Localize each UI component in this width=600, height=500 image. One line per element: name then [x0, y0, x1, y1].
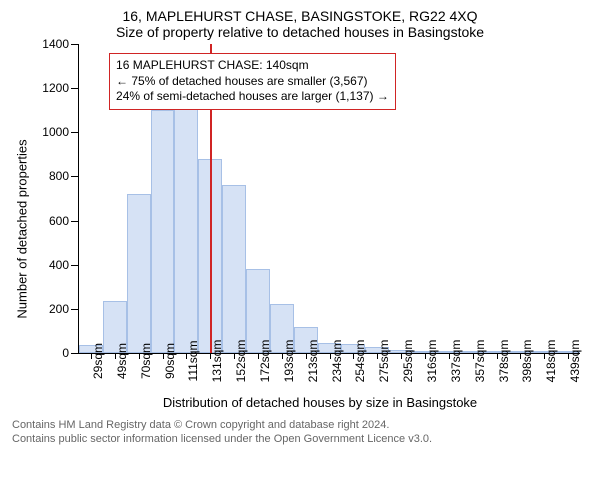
x-tick-label: 152sqm — [234, 340, 248, 383]
x-tick-label: 378sqm — [497, 340, 511, 383]
chart: Number of detached properties 0200400600… — [52, 44, 588, 414]
y-tick-label: 600 — [49, 214, 69, 228]
x-tick-label: 172sqm — [258, 340, 272, 383]
page-title: 16, MAPLEHURST CHASE, BASINGSTOKE, RG22 … — [12, 8, 588, 24]
footer: Contains HM Land Registry data © Crown c… — [12, 418, 588, 447]
x-tick-label: 193sqm — [282, 340, 296, 383]
y-tick — [71, 88, 79, 89]
bar — [174, 106, 198, 353]
y-axis-label: Number of detached properties — [15, 139, 30, 318]
x-tick-label: 213sqm — [306, 340, 320, 383]
x-tick-label: 111sqm — [186, 341, 200, 382]
x-axis-label: Distribution of detached houses by size … — [52, 395, 588, 410]
y-tick-label: 1000 — [42, 125, 69, 139]
x-tick-label: 439sqm — [568, 340, 582, 383]
x-tick-label: 295sqm — [401, 340, 415, 383]
x-tick-label: 90sqm — [163, 343, 177, 379]
footer-line-2: Contains public sector information licen… — [12, 432, 588, 446]
bar — [222, 185, 246, 353]
y-tick-label: 0 — [62, 346, 69, 360]
x-tick-label: 234sqm — [330, 340, 344, 383]
y-tick-label: 200 — [49, 302, 69, 316]
annotation-box: 16 MAPLEHURST CHASE: 140sqm← 75% of deta… — [109, 53, 396, 110]
y-tick — [71, 265, 79, 266]
y-tick — [71, 353, 79, 354]
y-tick-label: 800 — [49, 169, 69, 183]
y-tick-label: 1400 — [42, 37, 69, 51]
x-tick-label: 398sqm — [520, 340, 534, 383]
bar — [151, 110, 175, 353]
annotation-line: 16 MAPLEHURST CHASE: 140sqm — [116, 58, 389, 74]
x-tick-label: 70sqm — [139, 343, 153, 379]
annotation-line: 24% of semi-detached houses are larger (… — [116, 89, 389, 105]
y-tick — [71, 309, 79, 310]
x-tick-label: 357sqm — [473, 340, 487, 383]
footer-line-1: Contains HM Land Registry data © Crown c… — [12, 418, 588, 432]
x-tick-label: 316sqm — [425, 340, 439, 383]
y-tick — [71, 176, 79, 177]
plot-area: 020040060080010001200140016 MAPLEHURST C… — [78, 44, 580, 354]
y-tick-label: 1200 — [42, 81, 69, 95]
y-tick — [71, 132, 79, 133]
x-tick-label: 275sqm — [377, 340, 391, 383]
y-tick — [71, 221, 79, 222]
x-tick-label: 418sqm — [544, 340, 558, 383]
x-tick-label: 131sqm — [210, 340, 224, 383]
y-tick-label: 400 — [49, 258, 69, 272]
page: 16, MAPLEHURST CHASE, BASINGSTOKE, RG22 … — [0, 0, 600, 500]
y-tick — [71, 44, 79, 45]
x-tick-label: 49sqm — [115, 343, 129, 379]
annotation-line: ← 75% of detached houses are smaller (3,… — [116, 74, 389, 90]
x-tick-label: 254sqm — [353, 340, 367, 383]
page-subtitle: Size of property relative to detached ho… — [12, 24, 588, 40]
bar — [127, 194, 151, 353]
x-tick-label: 337sqm — [449, 340, 463, 383]
x-tick-label: 29sqm — [91, 343, 105, 379]
